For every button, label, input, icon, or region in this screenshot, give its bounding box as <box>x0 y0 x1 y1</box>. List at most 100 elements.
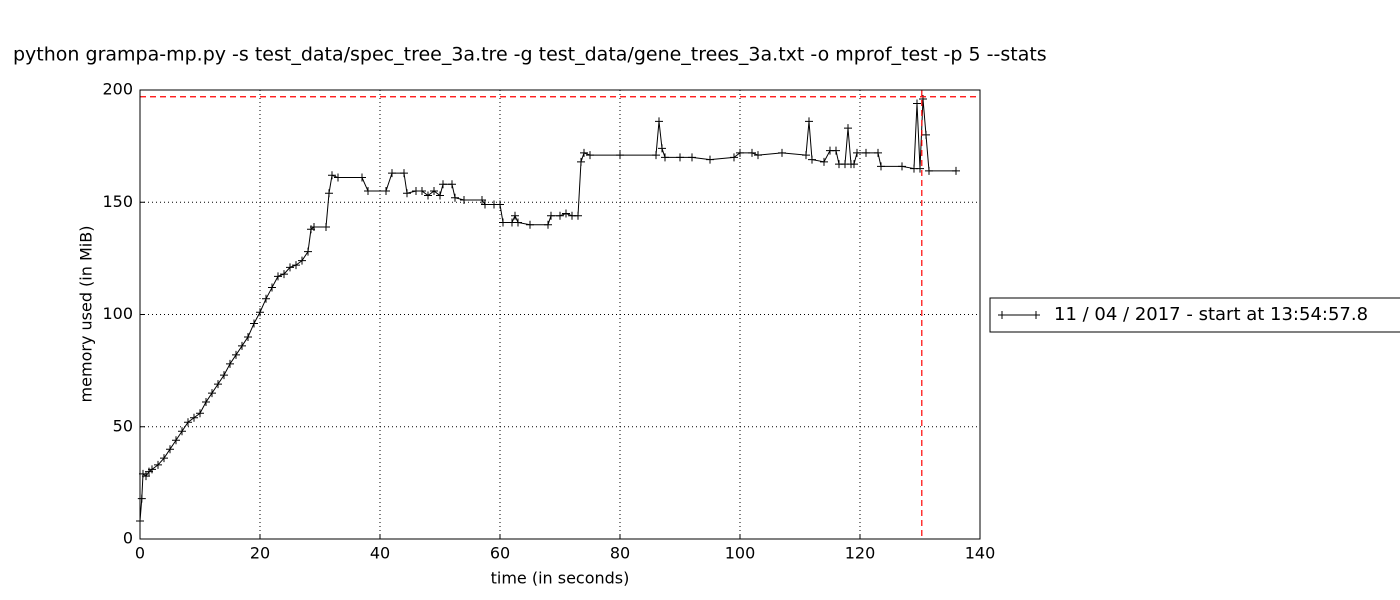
data-marker <box>706 155 714 164</box>
data-marker <box>268 283 276 292</box>
data-marker <box>292 261 300 270</box>
data-marker <box>754 151 762 160</box>
data-marker <box>220 371 228 380</box>
data-marker <box>547 211 555 220</box>
data-marker <box>862 148 870 157</box>
data-marker <box>310 222 318 231</box>
data-marker <box>460 196 468 205</box>
data-marker <box>382 187 390 196</box>
data-marker <box>436 191 444 200</box>
data-marker <box>364 187 372 196</box>
data-marker <box>448 180 456 189</box>
legend-box <box>989 297 1400 333</box>
y-tick-label: 50 <box>113 416 133 435</box>
y-tick-label: 0 <box>123 529 133 548</box>
x-axis-label: time (in seconds) <box>491 569 630 588</box>
data-marker <box>805 117 813 126</box>
data-marker <box>820 157 828 166</box>
data-marker <box>526 220 534 229</box>
data-marker <box>544 220 552 229</box>
data-marker <box>586 151 594 160</box>
data-marker <box>142 472 150 481</box>
data-marker <box>418 187 426 196</box>
data-marker <box>430 187 438 196</box>
data-marker <box>481 200 489 209</box>
data-marker <box>580 148 588 157</box>
data-marker <box>202 398 210 407</box>
data-marker <box>214 380 222 389</box>
data-marker <box>298 256 306 265</box>
data-marker <box>325 189 333 198</box>
data-marker <box>334 173 342 182</box>
data-marker <box>286 263 294 272</box>
x-tick-label: 80 <box>610 544 630 563</box>
legend-label: 11 / 04 / 2017 - start at 13:54:57.8 <box>1054 304 1368 325</box>
data-marker <box>748 148 756 157</box>
data-line <box>139 98 956 522</box>
data-marker <box>226 359 234 368</box>
data-marker <box>400 169 408 178</box>
data-marker <box>262 294 270 303</box>
data-marker <box>898 162 906 171</box>
data-marker <box>808 155 816 164</box>
data-marker <box>424 191 432 200</box>
data-marker <box>496 200 504 209</box>
x-tick-label: 140 <box>965 544 996 563</box>
data-marker <box>802 151 810 160</box>
x-tick-label: 20 <box>250 544 270 563</box>
data-marker <box>730 153 738 162</box>
data-marker <box>676 153 684 162</box>
data-marker <box>736 148 744 157</box>
data-marker <box>439 180 447 189</box>
data-marker <box>853 148 861 157</box>
data-marker <box>562 209 570 218</box>
x-tick-label: 0 <box>135 544 145 563</box>
data-marker <box>274 272 282 281</box>
data-marker <box>451 193 459 202</box>
data-marker <box>874 148 882 157</box>
data-marker <box>172 436 180 445</box>
data-marker <box>388 169 396 178</box>
data-marker <box>166 445 174 454</box>
data-marker <box>232 350 240 359</box>
data-marker <box>178 427 186 436</box>
data-marker <box>184 418 192 427</box>
data-marker <box>154 460 162 469</box>
data-marker <box>952 166 960 175</box>
data-marker <box>661 153 669 162</box>
data-marker <box>358 173 366 182</box>
data-marker <box>778 148 786 157</box>
data-marker <box>190 413 198 422</box>
data-marker <box>832 146 840 155</box>
data-marker <box>403 189 411 198</box>
data-marker <box>844 124 852 133</box>
data-marker <box>514 218 522 227</box>
data-marker <box>877 162 885 171</box>
legend-marker <box>998 311 1040 319</box>
data-marker <box>616 151 624 160</box>
data-marker <box>658 144 666 153</box>
data-marker <box>137 494 146 503</box>
data-marker <box>499 218 507 227</box>
data-marker <box>922 130 930 139</box>
data-marker <box>652 151 660 160</box>
x-tick-label: 100 <box>725 544 756 563</box>
data-marker <box>850 160 858 169</box>
data-marker <box>556 211 564 220</box>
x-tick-label: 60 <box>490 544 510 563</box>
data-marker <box>511 211 519 220</box>
data-marker <box>322 222 330 231</box>
y-axis-label: memory used (in MiB) <box>77 226 96 403</box>
data-marker <box>574 211 582 220</box>
data-marker <box>478 196 486 205</box>
data-marker <box>208 389 216 398</box>
data-marker <box>655 117 663 126</box>
data-marker <box>304 247 312 256</box>
data-marker <box>148 465 156 474</box>
data-marker <box>913 99 921 108</box>
y-tick-label: 150 <box>102 192 133 211</box>
data-marker <box>196 409 204 418</box>
data-marker <box>925 166 933 175</box>
data-marker <box>256 308 264 317</box>
x-tick-label: 40 <box>370 544 390 563</box>
